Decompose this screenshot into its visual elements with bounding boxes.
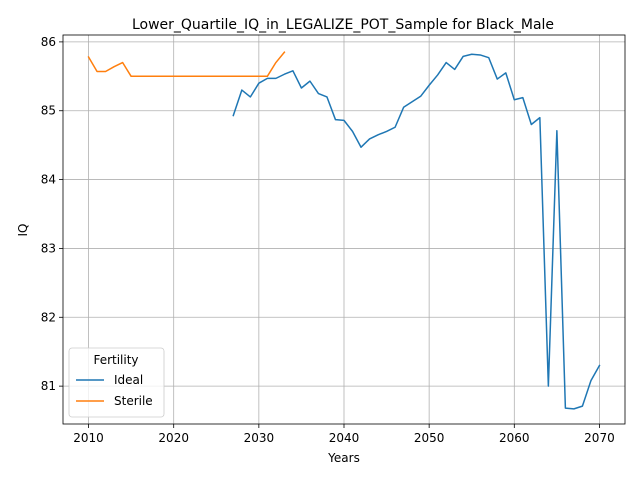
legend: Fertility Ideal Sterile <box>68 347 165 418</box>
legend-label-ideal: Ideal <box>114 373 143 387</box>
legend-label-sterile: Sterile <box>114 394 153 408</box>
legend-title: Fertility <box>93 353 138 367</box>
y-tick-label-86: 86 <box>41 35 56 49</box>
x-axis-label: Years <box>327 451 360 465</box>
x-tick-label-2030: 2030 <box>244 431 275 445</box>
x-tick-label-2010: 2010 <box>73 431 104 445</box>
legend-box <box>68 347 165 418</box>
x-tick-label-2060: 2060 <box>499 431 530 445</box>
chart-title: Lower_Quartile_IQ_in_LEGALIZE_POT_Sample… <box>132 17 554 33</box>
series-line-sterile <box>87 51 286 78</box>
y-tick-label-83: 83 <box>41 241 56 255</box>
x-tick-label-2020: 2020 <box>158 431 189 445</box>
x-tick-label-2040: 2040 <box>329 431 360 445</box>
x-axis-ticks: 2010 2020 2030 2040 2050 2060 2070 <box>73 424 615 445</box>
y-tick-label-81: 81 <box>41 379 56 393</box>
y-tick-label-82: 82 <box>41 310 56 324</box>
y-axis-label: IQ <box>16 224 30 237</box>
y-axis-ticks: 81 82 83 84 85 86 <box>41 35 63 393</box>
x-tick-label-2050: 2050 <box>414 431 445 445</box>
y-tick-label-84: 84 <box>41 173 56 187</box>
series-line-ideal <box>232 53 601 410</box>
series-lines <box>87 51 601 410</box>
x-tick-label-2070: 2070 <box>584 431 615 445</box>
plot-frame <box>62 34 626 425</box>
y-tick-label-85: 85 <box>41 104 56 118</box>
